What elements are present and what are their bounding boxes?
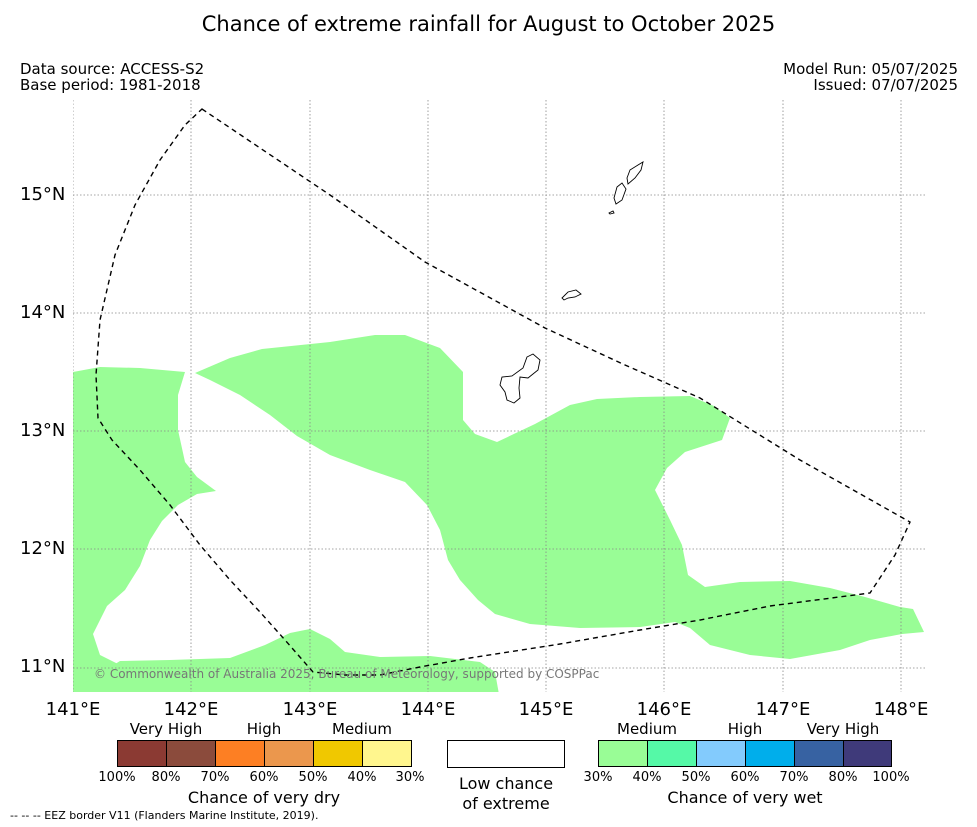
chart-title: Chance of extreme rainfall for August to… — [201, 12, 776, 36]
island-guam — [499, 353, 541, 404]
island-rota — [561, 289, 582, 301]
dry-tick: 80% — [151, 770, 181, 785]
lon-tick: 141°E — [45, 699, 101, 720]
meta-right: Model Run: 05/07/2025 Issued: 07/07/2025 — [783, 61, 958, 93]
model-run: Model Run: 05/07/2025 — [783, 60, 958, 78]
wet-header-high: High — [727, 720, 763, 738]
lon-tick: 148°E — [873, 699, 929, 720]
island-aguijan — [608, 210, 615, 215]
meta-left: Data source: ACCESS-S2 Base period: 1981… — [20, 61, 204, 93]
dry-swatch — [264, 740, 314, 767]
wet-region-central — [195, 335, 924, 659]
dry-header-very-high: Very High — [129, 720, 203, 738]
dry-tick: 70% — [200, 770, 230, 785]
low-chance-swatch — [447, 740, 565, 768]
lon-tick: 143°E — [282, 699, 338, 720]
wet-swatch — [696, 740, 746, 767]
dry-swatch — [166, 740, 216, 767]
island-tinian — [613, 182, 627, 205]
wet-tick: 30% — [583, 770, 613, 785]
wet-medium-regions — [73, 335, 924, 692]
wet-swatch — [794, 740, 844, 767]
graticule — [73, 100, 925, 692]
wet-region-west — [73, 367, 216, 692]
dry-swatch — [117, 740, 167, 767]
dry-swatch — [215, 740, 265, 767]
lon-tick: 146°E — [636, 699, 692, 720]
data-source: Data source: ACCESS-S2 — [20, 60, 205, 78]
map-area — [73, 100, 925, 692]
lon-tick: 147°E — [755, 699, 811, 720]
dry-tick: 60% — [249, 770, 279, 785]
dry-tick: 50% — [298, 770, 328, 785]
dry-header-high: High — [246, 720, 282, 738]
lon-tick: 144°E — [400, 699, 456, 720]
low-chance-line2: of extreme — [462, 794, 550, 813]
lat-tick: 15°N — [20, 184, 66, 205]
wet-header-very-high: Very High — [806, 720, 880, 738]
dry-swatch — [313, 740, 363, 767]
wet-tick: 60% — [730, 770, 760, 785]
eez-border — [95, 108, 911, 676]
wet-tick: 70% — [779, 770, 809, 785]
eez-footnote: -- -- -- EEZ border V11 (Flanders Marine… — [10, 809, 319, 822]
wet-tick: 40% — [632, 770, 662, 785]
dry-header-medium: Medium — [332, 720, 392, 738]
lon-tick: 142°E — [163, 699, 219, 720]
low-chance-line1: Low chance — [458, 774, 554, 793]
wet-tick: 80% — [828, 770, 858, 785]
wet-region-south — [73, 629, 499, 692]
wet-tick: 50% — [681, 770, 711, 785]
wet-swatch — [598, 740, 648, 767]
wet-tick: 100% — [872, 770, 910, 785]
dry-swatch — [362, 740, 412, 767]
lon-tick: 145°E — [518, 699, 574, 720]
wet-legend-title: Chance of very wet — [667, 788, 823, 807]
islands — [499, 161, 644, 404]
wet-header-medium: Medium — [617, 720, 677, 738]
dry-tick: 30% — [395, 770, 425, 785]
dry-tick: 100% — [98, 770, 136, 785]
wet-swatch — [745, 740, 795, 767]
dry-tick: 40% — [347, 770, 377, 785]
low-chance-label: Low chance of extreme — [447, 774, 565, 814]
lat-tick: 11°N — [20, 656, 66, 677]
copyright-notice: © Commonwealth of Australia 2025, Bureau… — [94, 667, 600, 681]
base-period: Base period: 1981-2018 — [20, 76, 201, 94]
lat-tick: 12°N — [20, 538, 66, 559]
wet-swatch — [647, 740, 697, 767]
wet-swatch — [843, 740, 892, 767]
island-saipan — [626, 161, 644, 185]
lat-tick: 14°N — [20, 302, 66, 323]
dry-legend-title: Chance of very dry — [187, 788, 341, 807]
lat-tick: 13°N — [20, 420, 66, 441]
issued-date: Issued: 07/07/2025 — [813, 76, 958, 94]
